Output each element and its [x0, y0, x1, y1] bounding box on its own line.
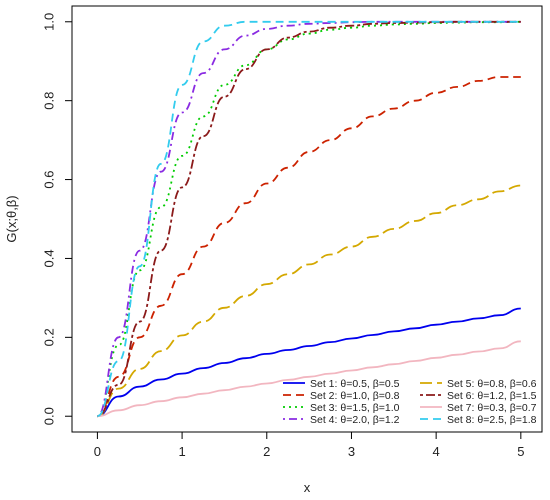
- x-axis-title: x: [304, 480, 311, 495]
- y-tick-label: 0.8: [41, 92, 56, 110]
- legend-label-6: Set 6: θ=1.2, β=1.5: [447, 390, 537, 402]
- series-line-5: [97, 184, 521, 418]
- axes: 0 1 2 3 4 5 0.0 0.2 0.4 0.6 0.8 1.0: [41, 13, 524, 459]
- x-tick-label: 3: [348, 444, 355, 459]
- series-layer: [96, 20, 521, 418]
- y-axis-title: G(x;θ,β): [4, 195, 19, 242]
- legend-label-4: Set 4: θ=2.0, β=1.2: [310, 414, 400, 426]
- legend-label-3: Set 3: θ=1.5, β=1.0: [310, 402, 400, 414]
- x-tick-label: 5: [517, 444, 524, 459]
- series-line-8: [96, 20, 521, 418]
- series-line-7: [97, 340, 521, 418]
- y-tick-label: 0.4: [41, 249, 56, 267]
- x-tick-label: 1: [178, 444, 185, 459]
- legend-label-7: Set 7: θ=0.3, β=0.7: [447, 402, 537, 414]
- x-tick-label: 0: [94, 444, 101, 459]
- y-tick-label: 0.2: [41, 328, 56, 346]
- series-line-1: [97, 307, 521, 418]
- y-tick-label: 1.0: [41, 13, 56, 31]
- x-tick-label: 4: [433, 444, 440, 459]
- series-line-2: [97, 76, 521, 418]
- y-tick-label: 0.6: [41, 171, 56, 189]
- legend-label-5: Set 5: θ=0.8, β=0.6: [447, 378, 537, 390]
- legend-label-2: Set 2: θ=1.0, β=0.8: [310, 390, 400, 402]
- x-tick-label: 2: [263, 444, 270, 459]
- legend-label-8: Set 8: θ=2.5, β=1.8: [447, 414, 537, 426]
- plot-frame: [71, 5, 543, 433]
- legend-label-1: Set 1: θ=0.5, β=0.5: [310, 378, 400, 390]
- series-line-4: [96, 20, 521, 418]
- y-tick-label: 0.0: [41, 407, 56, 425]
